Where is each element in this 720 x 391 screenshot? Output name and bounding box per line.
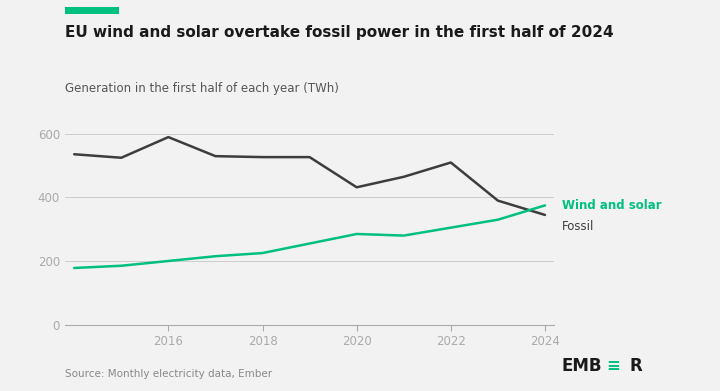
Text: Generation in the first half of each year (TWh): Generation in the first half of each yea…: [65, 82, 338, 95]
Text: R: R: [629, 357, 642, 375]
Text: EMB: EMB: [562, 357, 602, 375]
Text: ≡: ≡: [606, 357, 620, 375]
Text: Source: Monthly electricity data, Ember: Source: Monthly electricity data, Ember: [65, 369, 272, 379]
Text: Fossil: Fossil: [562, 220, 594, 233]
Text: Wind and solar: Wind and solar: [562, 199, 661, 212]
Text: EU wind and solar overtake fossil power in the first half of 2024: EU wind and solar overtake fossil power …: [65, 25, 613, 40]
